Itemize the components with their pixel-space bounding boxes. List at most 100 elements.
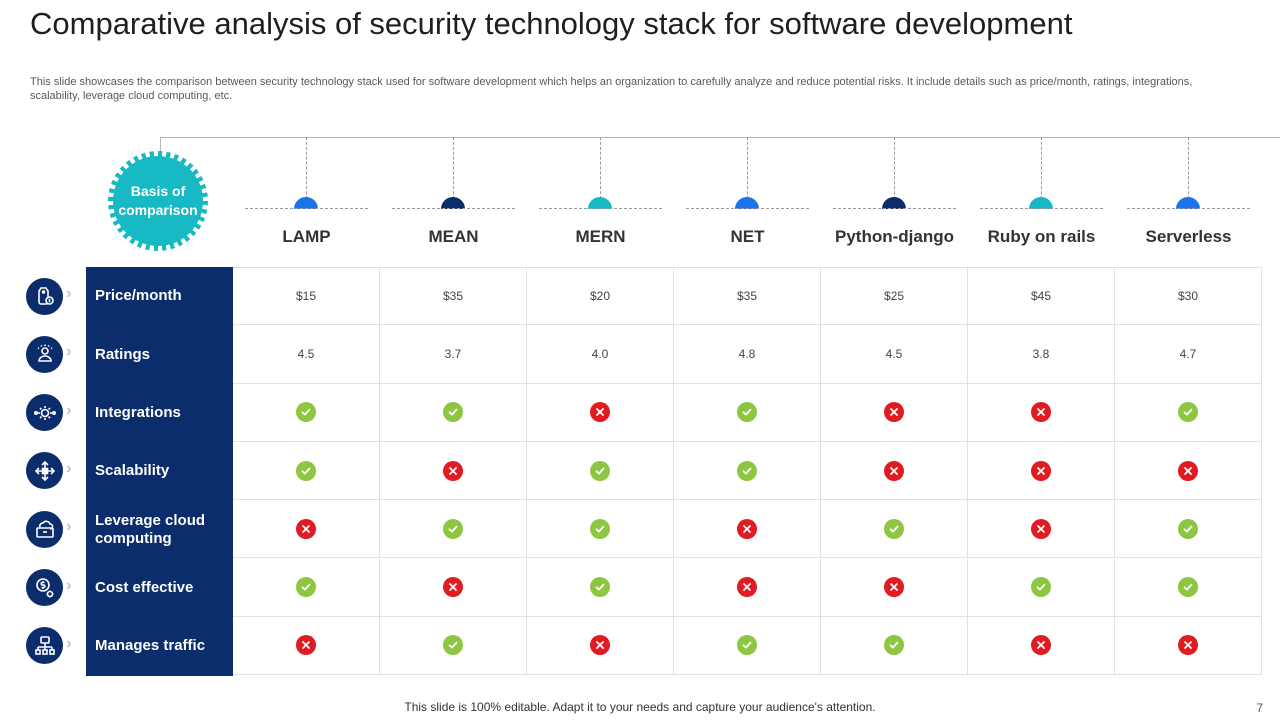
table-cell [527, 441, 674, 501]
check-icon [590, 518, 610, 539]
column-name: Ruby on rails [987, 227, 1096, 246]
cross-icon [1031, 518, 1051, 539]
double-chevron-icon: ›› [66, 343, 70, 361]
table-cell: $15 [233, 267, 380, 326]
price-tag-icon [26, 277, 63, 315]
check-icon [443, 402, 463, 423]
table-cell [968, 616, 1115, 676]
column-header-ruby-on-rails: Ruby on rails [968, 137, 1115, 267]
cell-value: $35 [736, 288, 758, 303]
column-marker-dot [882, 197, 906, 209]
table-cell [233, 500, 380, 559]
table-cell [380, 441, 527, 501]
table-cell [821, 558, 968, 617]
column-connector [453, 137, 454, 199]
basis-of-comparison-badge: Basis of comparison [108, 151, 208, 251]
cell-value: $20 [589, 288, 611, 303]
table-cell: $20 [527, 267, 674, 326]
table-cell: 3.7 [380, 325, 527, 384]
column-dashed-line [539, 208, 662, 209]
table-cell [968, 558, 1115, 617]
table-top-border [233, 267, 1260, 268]
row-label-text: Leverage cloud computing [95, 511, 206, 547]
table-cell [674, 500, 821, 559]
column-name: Serverless [1145, 227, 1232, 246]
connector-line-left [160, 137, 161, 155]
row-label-text: Ratings [95, 345, 151, 363]
cross-icon [884, 402, 904, 423]
table-cell [674, 616, 821, 676]
table-cell: $35 [380, 267, 527, 326]
column-connector [747, 137, 748, 199]
cross-icon [737, 518, 757, 539]
column-marker-dot [735, 197, 759, 209]
column-dashed-line [1127, 208, 1250, 209]
table-cell [527, 383, 674, 442]
column-header-serverless: Serverless [1115, 137, 1262, 267]
table-cell [527, 616, 674, 676]
traffic-network-icon [26, 627, 63, 665]
check-icon [1031, 577, 1051, 598]
row-label-text: Manages traffic [95, 637, 206, 655]
cross-icon [1031, 460, 1051, 481]
slide-footer: This slide is 100% editable. Adapt it to… [404, 700, 876, 714]
table-cell [821, 500, 968, 559]
column-name: NET [730, 227, 765, 246]
column-marker-dot [1176, 197, 1200, 209]
table-cell [821, 383, 968, 442]
table-cell: $25 [821, 267, 968, 326]
column-marker-dot [294, 197, 318, 209]
column-dashed-line [980, 208, 1103, 209]
check-icon [1178, 577, 1198, 598]
cell-value: $45 [1030, 288, 1052, 303]
double-chevron-icon: ›› [66, 576, 70, 594]
column-dashed-line [686, 208, 809, 209]
cross-icon [1178, 635, 1198, 656]
table-cell [380, 500, 527, 559]
column-dashed-line [245, 208, 368, 209]
column-connector [306, 137, 307, 199]
cell-value: 4.0 [591, 346, 609, 361]
cross-icon [590, 402, 610, 423]
cell-value: 4.8 [738, 346, 756, 361]
check-icon [590, 577, 610, 598]
table-cell: $45 [968, 267, 1115, 326]
cloud-computing-icon [26, 510, 63, 548]
slide-subtitle: This slide showcases the comparison betw… [30, 76, 1193, 102]
column-header-mean: MEAN [380, 137, 527, 267]
row-label-text: Price/month [95, 287, 182, 305]
check-icon [296, 402, 316, 423]
column-header-python-django: Python-django [821, 137, 968, 267]
row-label-leverage-cloud-computing: Leverage cloud computing [86, 500, 233, 559]
table-cell: 4.5 [233, 325, 380, 384]
table-cell: 4.5 [821, 325, 968, 384]
table-cell [233, 441, 380, 501]
scalability-arrows-icon [26, 452, 63, 490]
cross-icon [590, 635, 610, 656]
row-label-price-month: Price/month [86, 267, 233, 326]
table-cell [380, 383, 527, 442]
table-cell [968, 500, 1115, 559]
cell-value: $25 [883, 288, 905, 303]
row-label-text: Scalability [95, 462, 170, 480]
table-cell [968, 383, 1115, 442]
column-header-net: NET [674, 137, 821, 267]
table-cell [821, 616, 968, 676]
table-cell [1115, 558, 1262, 617]
check-icon [590, 460, 610, 481]
cross-icon [296, 635, 316, 656]
check-icon [737, 402, 757, 423]
table-cell [380, 616, 527, 676]
table-cell [674, 441, 821, 501]
table-cell [527, 500, 674, 559]
cell-value: 3.7 [444, 346, 462, 361]
check-icon [884, 518, 904, 539]
column-dashed-line [833, 208, 956, 209]
cross-icon [737, 577, 757, 598]
check-icon [737, 460, 757, 481]
column-header-mern: MERN [527, 137, 674, 267]
check-icon [1178, 518, 1198, 539]
row-label-integrations: Integrations [86, 383, 233, 443]
table-cell [380, 558, 527, 617]
double-chevron-icon: ›› [66, 518, 70, 536]
